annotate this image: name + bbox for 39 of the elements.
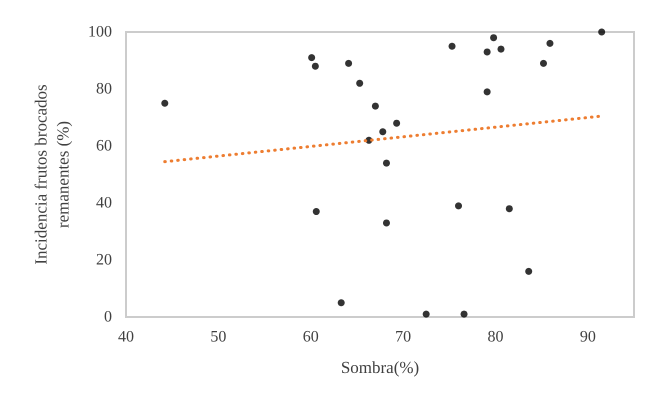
point [345,60,352,67]
y-tick-label: 0 [104,308,112,326]
point [393,120,400,127]
point [498,46,504,53]
point [546,40,554,47]
point [506,205,513,212]
point [382,160,390,167]
point [308,54,316,62]
x-tick-label: 60 [302,328,319,346]
point [448,42,456,50]
x-tick-label: 50 [210,328,226,346]
x-tick-label: 70 [395,328,412,346]
point [598,28,606,36]
point [460,310,468,318]
point [382,219,390,226]
point [356,80,364,87]
point [484,48,491,56]
x-tick-label: 80 [487,328,504,346]
y-tick-label: 40 [96,194,112,212]
point [161,100,168,107]
point [312,62,319,70]
point [338,299,345,306]
y-axis-title: Incidencia frutos brocados remanentes (%) [32,84,72,265]
y-tick-label: 60 [96,138,112,154]
point [422,310,430,318]
y-tick-label: 80 [96,80,112,98]
point [525,268,532,275]
point [490,34,498,42]
point [484,88,491,96]
y-tick-label: 100 [88,24,112,40]
point [540,60,547,67]
y-tick-label: 20 [96,252,112,268]
point [312,208,320,216]
point [379,128,386,136]
x-tick-label: 40 [118,328,134,346]
x-axis-title: Sombra(%) [340,358,420,377]
point [455,202,462,210]
x-tick-label: 90 [580,328,596,346]
point [372,102,379,110]
